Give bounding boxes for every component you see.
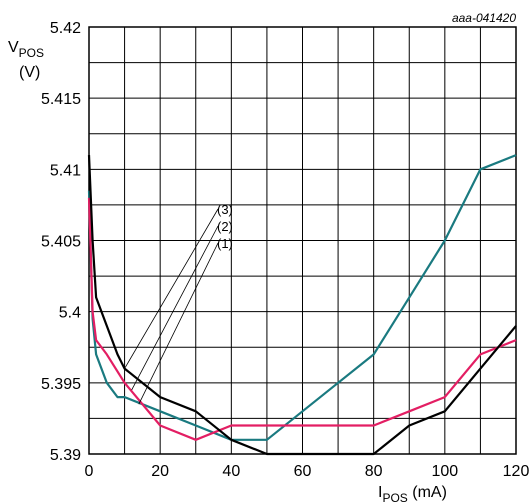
x-axis-label-subscript: POS: [382, 491, 407, 502]
x-tick-label: 60: [294, 463, 312, 480]
y-tick-label: 5.4: [59, 305, 81, 322]
series-line-2: [87, 197, 517, 441]
chart-reference-code: aaa-041420: [452, 11, 516, 25]
x-tick-label: 20: [151, 463, 169, 480]
x-tick-label: 0: [85, 463, 94, 480]
y-tick-label: 5.39: [50, 447, 81, 464]
y-axis-label-main: V: [8, 39, 19, 56]
callout-label: (2): [217, 219, 233, 234]
y-tick-label: 5.41: [50, 162, 81, 179]
x-axis-label-main: I: [378, 484, 382, 501]
callout-leader-line: [131, 225, 219, 391]
x-tick-label: 100: [431, 463, 458, 480]
series-layer: [87, 154, 517, 456]
x-tick-label: 120: [503, 463, 529, 480]
y-tick-label: 5.395: [41, 376, 81, 393]
series-line-3: [87, 155, 517, 456]
y-axis-unit: (V): [19, 64, 40, 81]
callout-leader-line: [138, 242, 219, 405]
y-tick-label: 5.405: [41, 234, 81, 251]
x-tick-label: 40: [222, 463, 240, 480]
callout-label: (1): [217, 236, 233, 251]
callout-label: (3): [217, 202, 233, 217]
y-tick-label: 5.415: [41, 91, 81, 108]
y-tick-label: 5.42: [50, 20, 81, 37]
x-axis-label: IPOS (mA): [378, 484, 447, 502]
callout-layer: (3) (2) (1): [124, 202, 233, 405]
callout-leader-line: [124, 208, 219, 369]
x-tick-labels: 0 20 40 60 80 100 120: [85, 463, 529, 480]
x-axis-label-unit: (mA): [408, 484, 447, 501]
x-tick-label: 80: [365, 463, 383, 480]
y-axis-label-subscript: POS: [19, 46, 44, 60]
chart-grid: [89, 27, 516, 454]
y-axis-label: VPOS: [8, 39, 44, 60]
y-tick-labels: 5.39 5.395 5.4 5.405 5.41 5.415 5.42: [41, 20, 81, 464]
